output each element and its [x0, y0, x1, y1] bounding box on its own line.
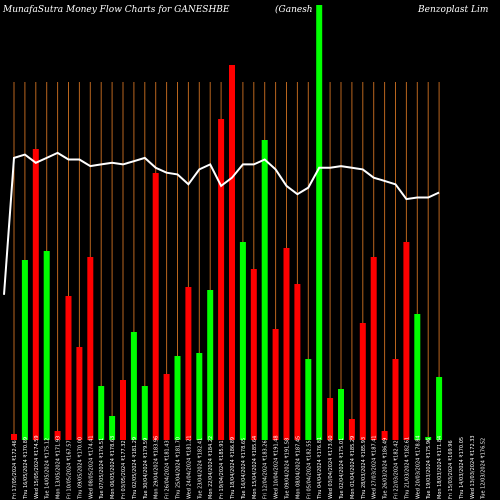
bar-inflow — [436, 377, 443, 440]
x-tick-label: Thu 14/03/2024 ₹170.05 — [459, 437, 465, 500]
bar-outflow — [229, 65, 235, 440]
bar-outflow — [348, 419, 355, 440]
x-tick-labels: Fri 17/05/2024 ₹172.46 Thu 16/05/2024 ₹17… — [12, 435, 487, 500]
x-tick-label: Tue 23/04/2024 ₹182.41 — [197, 438, 203, 500]
bar-inflow — [261, 140, 268, 440]
x-tick-label: Tue 07/05/2024 ₹176.51 — [99, 438, 105, 500]
bar-inflow — [305, 359, 312, 440]
x-tick-label: Tue 30/04/2024 ₹179.59 — [143, 438, 149, 500]
bar-outflow — [152, 173, 159, 440]
bar-series — [11, 5, 443, 440]
x-tick-label: Wed 13/03/2024 ₹172.33 — [470, 435, 476, 499]
x-tick-label: Thu 09/05/2024 ₹170.00 — [77, 437, 83, 500]
bar-inflow — [425, 437, 432, 440]
bar-inflow — [338, 389, 344, 440]
x-tick-label: Thu 21/03/2024 ₹182.61 — [404, 437, 410, 500]
bar-outflow — [283, 248, 290, 440]
x-tick-label: Fri 17/05/2024 ₹172.46 — [12, 440, 18, 499]
bar-outflow — [370, 257, 377, 440]
x-tick-label: Mon 15/04/2024 ₹185.64 — [252, 436, 258, 499]
x-tick-label: Thu 18/04/2024 ₹186.89 — [230, 437, 236, 500]
x-tick-label: Wed 24/04/2024 ₹181.21 — [186, 435, 192, 499]
x-tick-label: Thu 28/03/2024 ₹185.93 — [361, 437, 367, 500]
x-tick-label: Wed 10/04/2024 ₹191.48 — [274, 435, 280, 499]
bar-outflow — [327, 398, 334, 440]
bar-outflow — [11, 434, 17, 440]
bar-inflow — [109, 416, 116, 440]
x-tick-label: Wed 08/05/2024 ₹174.41 — [88, 435, 94, 499]
x-tick-label: Fri 22/03/2024 ₹182.42 — [394, 440, 400, 499]
bar-outflow — [250, 269, 257, 440]
x-tick-label: Fri 19/04/2024 ₹185.91 — [219, 440, 225, 499]
x-tick-label: Mon 13/05/2024 ₹171.93 — [56, 436, 62, 499]
bar-inflow — [174, 356, 181, 440]
bar-outflow — [54, 431, 61, 440]
bar-inflow — [239, 242, 246, 440]
x-tick-label: Fri 12/04/2024 ₹183.26 — [263, 440, 269, 499]
x-tick-label: Wed 15/05/2024 ₹174.59 — [34, 435, 40, 499]
x-tick-label: Wed 27/03/2024 ₹187.41 — [372, 435, 378, 499]
x-tick-label: Fri 05/04/2024 ₹182.55 — [306, 440, 312, 499]
x-tick-label: Tue 09/04/2024 ₹191.58 — [285, 438, 291, 500]
x-tick-label: Fri 03/05/2024 ₹177.32 — [121, 440, 127, 499]
x-tick-label: Tue 19/03/2024 ₹175.96 — [426, 438, 432, 500]
x-tick-label: Fri 15/03/2024 ₹169.96 — [448, 440, 454, 499]
bar-inflow — [414, 314, 421, 440]
bar-inflow — [196, 353, 203, 440]
bar-outflow — [32, 149, 39, 440]
x-tick-label: Mon 29/04/2024 ₹183.96 — [154, 436, 160, 499]
bar-outflow — [185, 287, 192, 440]
x-tick-label: Tue 12/03/2024 ₹176.52 — [481, 438, 487, 500]
bar-outflow — [87, 257, 94, 440]
bar-inflow — [43, 251, 50, 440]
chart-title-company-rest: Benzoplast Lim — [417, 5, 488, 15]
bar-outflow — [381, 431, 388, 440]
x-tick-label: Tue 14/05/2024 ₹175.12 — [45, 438, 51, 500]
bar-outflow — [294, 284, 301, 440]
bar-inflow — [316, 5, 323, 440]
money-flow-line — [3, 151, 440, 295]
bar-inflow — [130, 332, 137, 440]
bar-inflow — [207, 290, 214, 440]
bar-outflow — [403, 242, 410, 440]
bar-outflow — [392, 359, 399, 440]
x-tick-label: Wed 03/04/2024 ₹173.60 — [328, 435, 334, 499]
x-tick-label: Tue 26/03/2024 ₹186.49 — [383, 438, 389, 500]
chart-title: MunafaSutra Money Flow Charts for GANESH… — [2, 5, 230, 15]
x-tick-label: Mon 22/04/2024 ₹184.22 — [208, 436, 214, 499]
bar-outflow — [65, 296, 72, 440]
bar-outflow — [218, 119, 225, 440]
x-tick-label: Thu 16/05/2024 ₹170.89 — [23, 437, 29, 500]
x-tick-label: Fri 26/04/2024 ₹181.43 — [165, 440, 171, 499]
x-tick-label: Mon 18/03/2024 ₹171.84 — [437, 436, 443, 499]
x-tick-label: Mon 06/05/2024 ₹178.63 — [110, 436, 116, 499]
bar-outflow — [120, 380, 126, 440]
bar-outflow — [76, 347, 83, 440]
bar-outflow — [359, 323, 366, 440]
x-tick-label: Thu 25/04/2024 ₹181.70 — [176, 437, 182, 500]
x-tick-label: Mon 08/04/2024 ₹187.45 — [295, 436, 301, 499]
bar-outflow — [163, 374, 170, 440]
bar-inflow — [21, 260, 28, 440]
x-tick-label: Mon 01/04/2024 ₹185.29 — [350, 436, 356, 499]
x-tick-label: Tue 02/04/2024 ₹175.01 — [339, 438, 345, 500]
bar-inflow — [98, 386, 105, 440]
x-tick-label: Fri 10/05/2024 ₹167.57 — [67, 440, 73, 499]
bar-outflow — [272, 329, 279, 440]
x-tick-label: Thu 04/04/2024 ₹176.81 — [317, 437, 323, 500]
bar-inflow — [141, 386, 148, 440]
x-tick-label: Wed 20/03/2024 ₹178.84 — [415, 435, 421, 499]
chart-title-company: (Ganesh — [275, 4, 313, 15]
x-tick-label: Thu 02/05/2024 ₹181.29 — [132, 437, 138, 500]
x-tick-label: Tue 16/04/2024 ₹178.65 — [241, 438, 247, 500]
